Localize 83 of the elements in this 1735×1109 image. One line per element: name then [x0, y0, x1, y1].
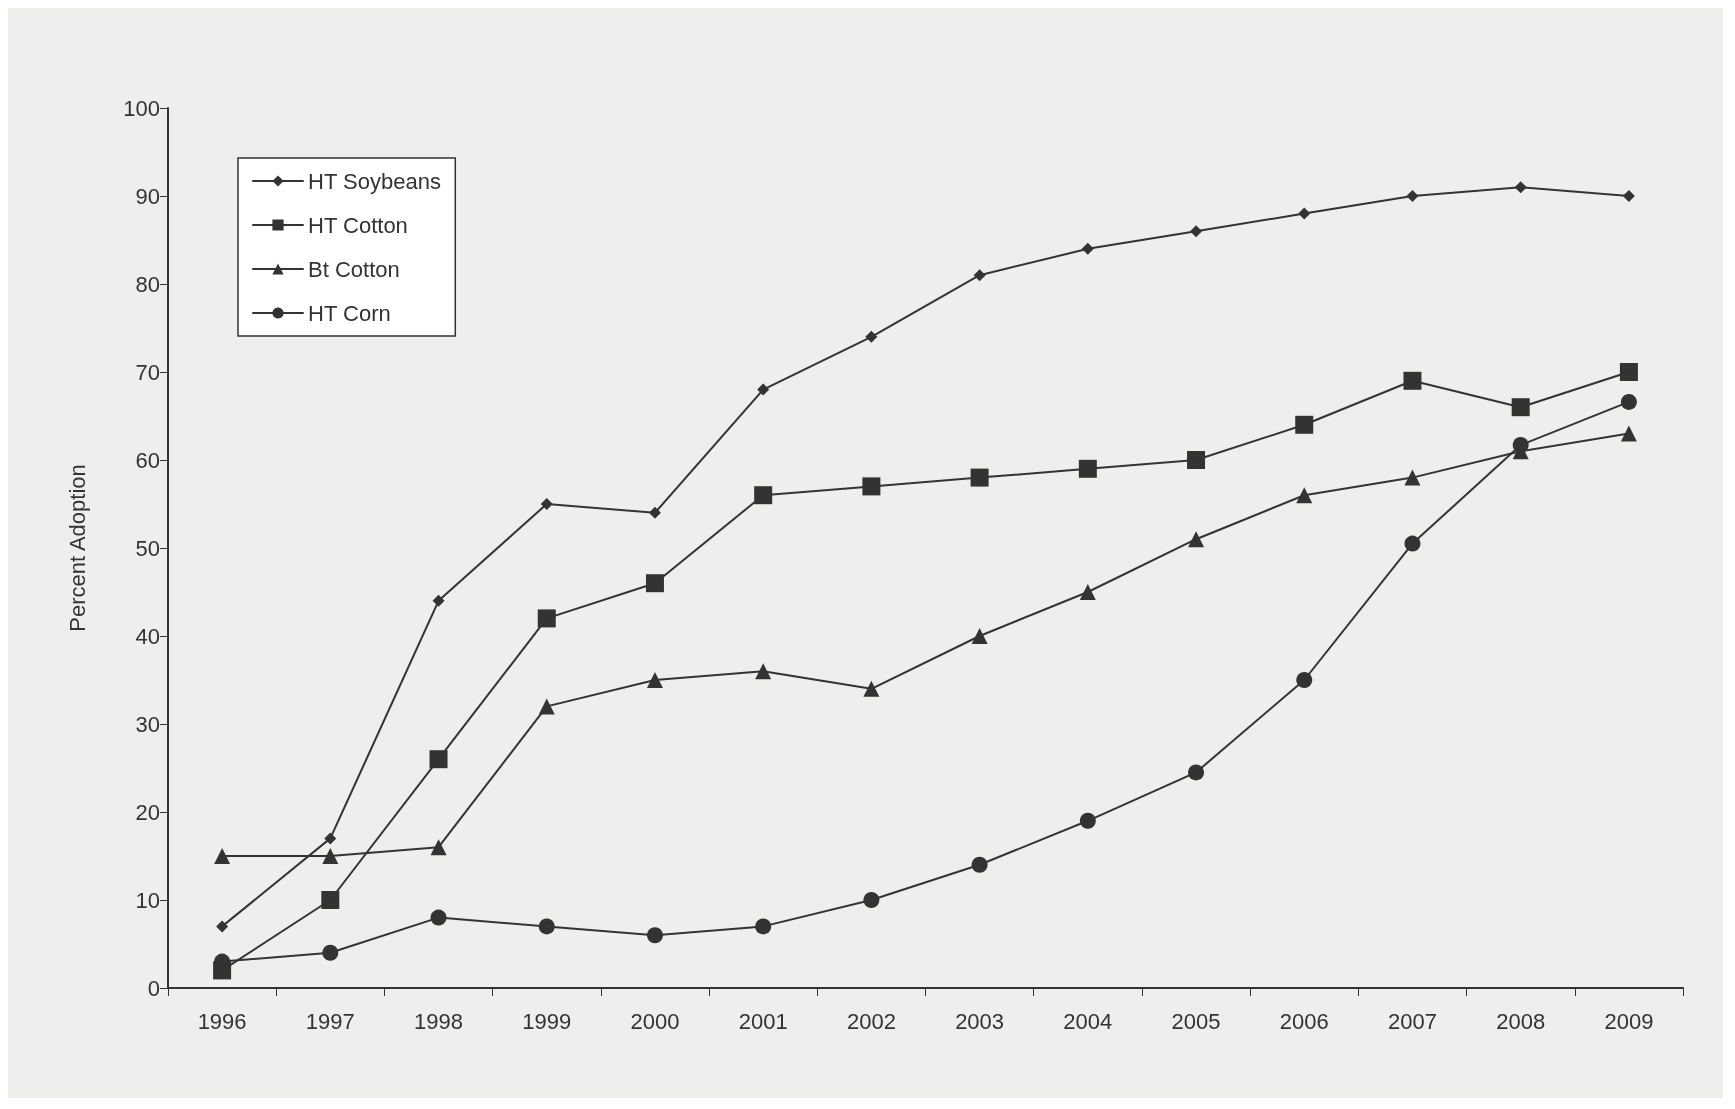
y-tick-label: 50	[135, 535, 160, 561]
point	[429, 750, 448, 769]
point	[538, 698, 555, 715]
point	[430, 909, 447, 926]
point	[1079, 812, 1096, 829]
point	[324, 832, 337, 845]
y-tick-label: 60	[135, 447, 160, 473]
x-tick-label: 1999	[522, 1008, 572, 1034]
point	[757, 383, 770, 396]
point	[1620, 425, 1637, 442]
point	[1187, 451, 1206, 469]
legend-label: HT Cotton	[308, 212, 408, 238]
point	[540, 498, 553, 510]
y-tick-label: 100	[123, 95, 160, 121]
x-tick-label: 2003	[955, 1008, 1005, 1034]
point	[537, 609, 556, 628]
x-tick-label: 2008	[1496, 1008, 1546, 1034]
point	[1620, 393, 1637, 410]
x-tick-label: 2009	[1604, 1008, 1654, 1034]
point	[1188, 531, 1205, 548]
point	[970, 468, 989, 487]
point	[973, 269, 986, 282]
point	[971, 856, 988, 873]
point	[1296, 672, 1313, 688]
point	[646, 927, 663, 944]
point	[1403, 371, 1422, 390]
y-tick-label: 20	[135, 799, 160, 825]
point	[863, 892, 880, 908]
point	[1079, 584, 1096, 600]
point	[1188, 764, 1205, 781]
point	[1295, 415, 1314, 434]
point	[1514, 181, 1527, 194]
y-tick-label: 0	[147, 975, 160, 1001]
legend-label: HT Corn	[308, 300, 391, 326]
y-axis-title: Percent Adoption	[64, 464, 90, 632]
x-tick-label: 2006	[1279, 1008, 1329, 1034]
x-tick-label: 2007	[1387, 1008, 1437, 1034]
y-tick-label: 70	[135, 359, 160, 385]
legend-label: HT Soybeans	[308, 168, 441, 194]
x-tick-label: 2005	[1171, 1008, 1221, 1034]
point	[1511, 398, 1530, 417]
point	[1404, 535, 1421, 552]
point	[322, 848, 339, 864]
point	[1078, 459, 1097, 478]
y-tick-label: 10	[135, 887, 160, 913]
point	[432, 594, 445, 607]
point	[1619, 363, 1638, 381]
point	[1406, 190, 1419, 202]
point	[971, 628, 988, 644]
point	[1512, 437, 1529, 454]
y-tick-label: 80	[135, 271, 160, 297]
y-tick-label: 40	[135, 623, 160, 649]
point	[1298, 207, 1311, 220]
point	[1622, 190, 1635, 202]
legend-label: Bt Cotton	[308, 256, 400, 282]
point	[1190, 225, 1203, 238]
x-tick-label: 2001	[738, 1008, 788, 1034]
x-tick-label: 2004	[1063, 1008, 1113, 1034]
y-tick-label: 90	[135, 183, 160, 209]
point	[862, 477, 881, 496]
y-tick-label: 30	[135, 711, 160, 737]
point	[321, 891, 340, 909]
x-tick-label: 2002	[846, 1008, 896, 1034]
x-tick-label: 1997	[305, 1008, 355, 1034]
point	[865, 330, 878, 343]
point	[755, 918, 772, 935]
point	[216, 920, 229, 933]
point	[1296, 487, 1313, 504]
point	[645, 574, 664, 593]
point	[648, 506, 661, 519]
x-tick-label: 1998	[414, 1008, 464, 1034]
point	[214, 848, 231, 864]
point	[646, 672, 663, 688]
x-tick-label: 1996	[197, 1008, 247, 1034]
point	[755, 663, 772, 680]
x-tick-label: 2000	[630, 1008, 680, 1034]
point	[1081, 242, 1094, 255]
point	[430, 839, 447, 856]
point	[538, 918, 555, 935]
point	[754, 486, 773, 505]
point	[863, 680, 880, 697]
point	[322, 944, 339, 961]
point	[1404, 469, 1421, 486]
